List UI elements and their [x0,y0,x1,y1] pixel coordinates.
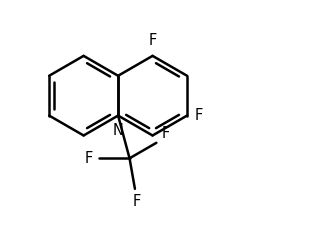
Text: F: F [195,108,203,123]
Text: F: F [148,33,157,48]
Text: F: F [85,151,93,166]
Text: F: F [162,126,170,141]
Text: N: N [113,123,123,138]
Text: F: F [133,194,141,209]
